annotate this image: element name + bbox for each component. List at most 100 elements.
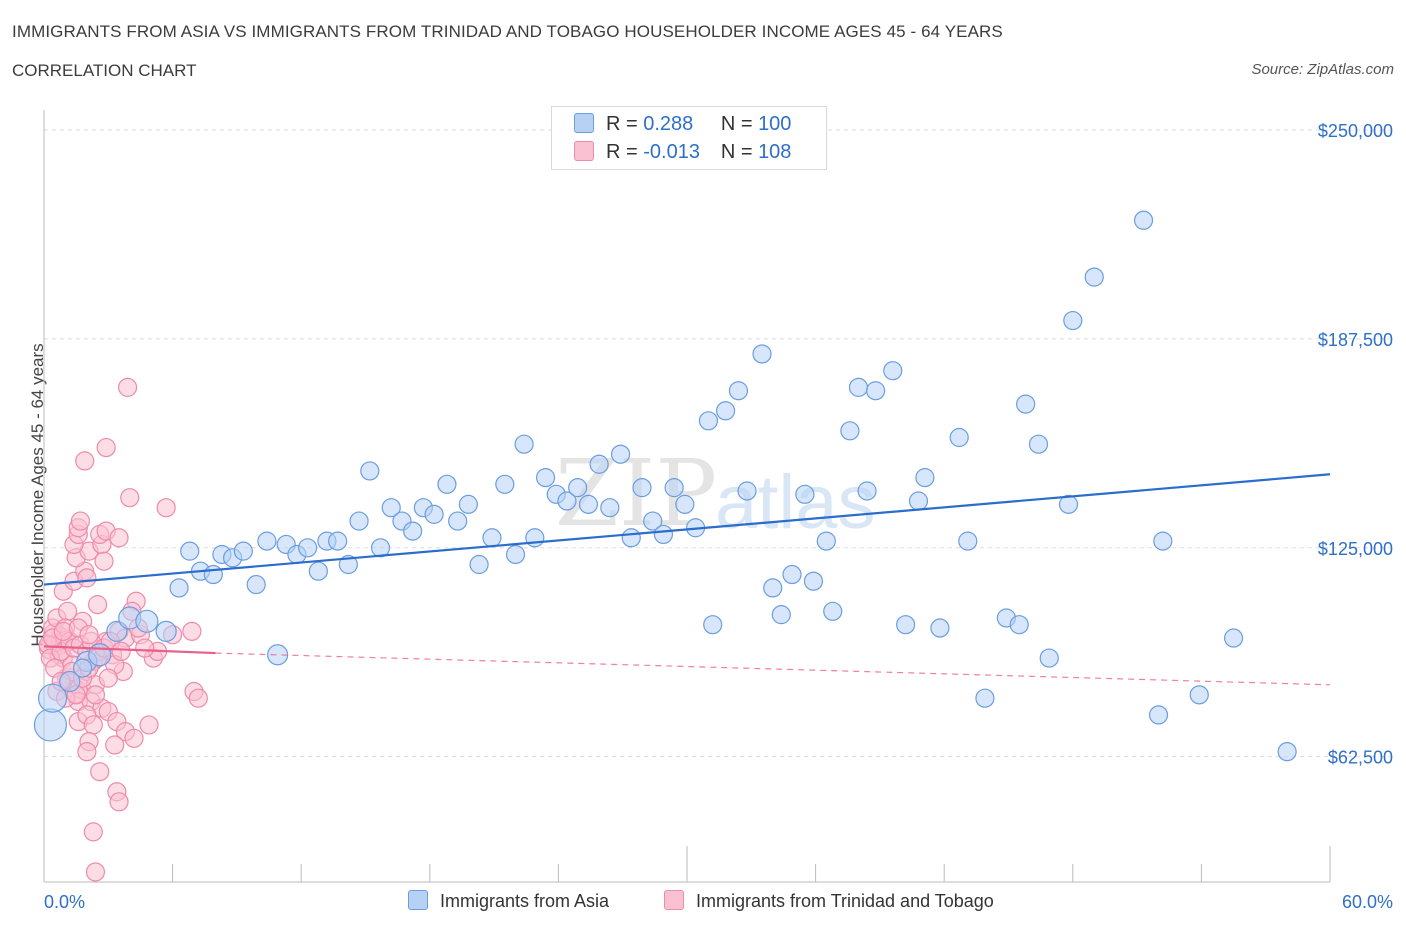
asia-point-52: [621, 528, 641, 548]
axes: [43, 110, 1331, 883]
asia-point-19: [267, 644, 289, 666]
chart-title: IMMIGRANTS FROM ASIA VS IMMIGRANTS FROM …: [12, 22, 1003, 41]
tt-point-99: [79, 625, 99, 645]
tt-point-37: [70, 511, 91, 531]
asia-point-26: [338, 554, 358, 575]
asia-point-39: [482, 528, 502, 548]
asia-point-53: [632, 478, 652, 498]
legend-item-tt: Immigrants from Trinidad and Tobago: [664, 890, 994, 912]
x-tick-label-start: 0.0%: [44, 892, 85, 912]
asia-point-50: [600, 498, 620, 518]
watermark-atlas: atlas: [715, 460, 876, 545]
asia-point-91: [1084, 267, 1104, 287]
legend-swatch-tt: [664, 890, 684, 910]
tt-point-74: [83, 822, 103, 842]
tt-point-38: [77, 568, 97, 588]
asia-point-78: [908, 491, 929, 511]
asia-point-44: [535, 468, 556, 488]
asia-point-11: [180, 541, 200, 561]
legend-swatch-asia: [408, 890, 428, 910]
asia-point-74: [857, 481, 877, 501]
asia-point-8: [155, 620, 177, 642]
asia-point-66: [771, 605, 791, 625]
asia-swatch: [574, 113, 594, 133]
asia-point-88: [1039, 648, 1059, 668]
watermark: ZIP atlas: [555, 440, 876, 547]
asia-point-10: [169, 578, 189, 598]
asia-point-97: [1277, 742, 1297, 762]
asia-point-81: [949, 427, 969, 448]
asia-point-55: [653, 524, 674, 545]
asia-point-57: [675, 494, 695, 514]
asia-point-1: [37, 683, 68, 713]
asia-point-71: [823, 601, 843, 621]
asia-point-25: [328, 531, 348, 551]
asia-point-37: [458, 494, 478, 514]
tt-n-label: N =: [720, 141, 753, 163]
tt-trend-line: [43, 645, 216, 655]
asia-point-62: [728, 381, 749, 401]
asia-point-4: [88, 643, 112, 667]
asia-point-7: [135, 609, 159, 633]
asia-point-46: [557, 491, 577, 511]
tt-point-102: [98, 668, 118, 688]
tt-n-value: 108: [758, 141, 792, 163]
asia-point-85: [1009, 615, 1029, 635]
asia-trend-line: [43, 473, 1331, 586]
y-tick-label-3: $250,000: [1318, 121, 1393, 141]
asia-point-83: [975, 688, 995, 708]
asia-point-28: [360, 461, 380, 481]
tt-point-66: [124, 728, 144, 748]
asia-point-34: [424, 504, 444, 524]
asia-point-77: [896, 615, 916, 635]
tt-point-100: [111, 641, 131, 662]
tt-point-54: [135, 638, 155, 658]
legend-label-asia: Immigrants from Asia: [440, 891, 610, 911]
tt-point-39: [94, 551, 114, 571]
asia-point-95: [1189, 685, 1209, 705]
asia-point-32: [403, 521, 423, 541]
source-label: Source: ZipAtlas.com: [1251, 61, 1394, 78]
tt-point-50: [182, 621, 202, 641]
asia-point-23: [308, 561, 328, 581]
asia-point-63: [737, 481, 757, 501]
asia-point-42: [514, 434, 534, 454]
tt-point-24: [87, 595, 108, 615]
asia-point-48: [578, 494, 599, 514]
asia-r-label: R =: [606, 113, 638, 135]
tt-point-95: [85, 685, 106, 705]
asia-point-13: [203, 564, 223, 585]
legend-label-tt: Immigrants from Trinidad and Tobago: [696, 891, 994, 911]
asia-r-value: 0.288: [643, 113, 694, 135]
tt-point-41: [96, 437, 116, 458]
asia-point-93: [1148, 705, 1169, 725]
y-tick-label-1: $125,000: [1318, 539, 1393, 559]
tt-point-44: [156, 498, 176, 518]
asia-point-54: [643, 511, 663, 531]
asia-point-96: [1223, 628, 1244, 648]
asia-point-60: [703, 615, 723, 635]
asia-n-label: N =: [720, 113, 753, 135]
asia-point-59: [698, 411, 719, 431]
asia-point-92: [1133, 210, 1154, 230]
x-tick-labels: 0.0% 60.0%: [44, 892, 1393, 912]
asia-point-70: [816, 531, 836, 551]
asia-point-36: [448, 511, 468, 531]
tt-point-36: [109, 528, 129, 548]
y-tick-label-0: $62,500: [1328, 748, 1393, 768]
y-tick-labels: $62,500 $125,000 $187,500 $250,000: [1318, 121, 1393, 768]
asia-point-90: [1063, 310, 1083, 331]
asia-n-value: 100: [758, 113, 792, 135]
trend-lines: [43, 473, 1331, 686]
asia-point-35: [437, 474, 457, 494]
tt-point-67: [139, 715, 159, 735]
asia-point-2: [59, 670, 81, 693]
asia-point-80: [930, 618, 950, 638]
asia-point-27: [349, 511, 369, 531]
tt-point-42: [117, 377, 138, 397]
asia-point-89: [1058, 494, 1079, 514]
tt-r-label: R =: [606, 141, 638, 163]
tt-point-62: [83, 715, 103, 735]
asia-point-69: [803, 571, 824, 591]
